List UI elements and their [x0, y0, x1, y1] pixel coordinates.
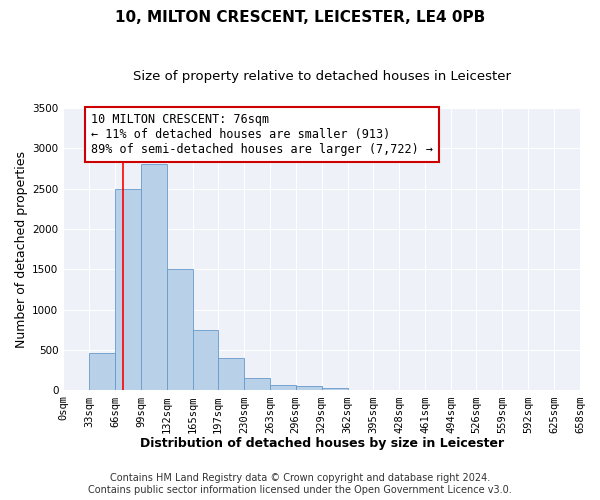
Bar [296, 386, 322, 390]
Bar [244, 378, 270, 390]
Bar [322, 388, 347, 390]
Bar [141, 164, 167, 390]
Bar [89, 354, 115, 391]
Bar [270, 385, 296, 390]
Y-axis label: Number of detached properties: Number of detached properties [15, 150, 28, 348]
Text: 10, MILTON CRESCENT, LEICESTER, LE4 0PB: 10, MILTON CRESCENT, LEICESTER, LE4 0PB [115, 10, 485, 25]
Bar [167, 270, 193, 390]
X-axis label: Distribution of detached houses by size in Leicester: Distribution of detached houses by size … [140, 437, 504, 450]
Bar [193, 330, 218, 390]
Text: 10 MILTON CRESCENT: 76sqm
← 11% of detached houses are smaller (913)
89% of semi: 10 MILTON CRESCENT: 76sqm ← 11% of detac… [91, 112, 433, 156]
Bar [115, 188, 141, 390]
Bar [218, 358, 244, 390]
Title: Size of property relative to detached houses in Leicester: Size of property relative to detached ho… [133, 70, 511, 83]
Text: Contains HM Land Registry data © Crown copyright and database right 2024.
Contai: Contains HM Land Registry data © Crown c… [88, 474, 512, 495]
